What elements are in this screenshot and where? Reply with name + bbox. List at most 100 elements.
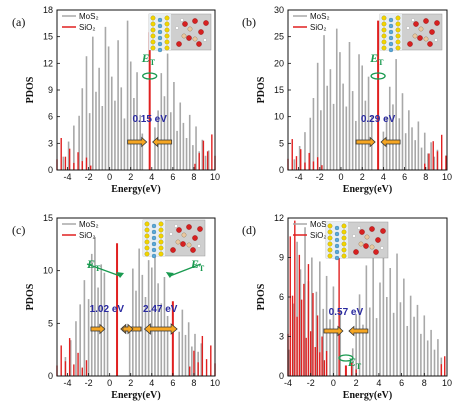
molybdenum-atom [388,29,394,35]
structure-inset [325,221,389,261]
y-tick-label: 9 [279,253,284,263]
sulfur-atom [158,221,164,227]
y-tick-label: 0 [279,371,284,381]
sulfur-atom [158,251,164,257]
molybdenum-atom [151,241,157,247]
oxygen-atom [176,227,182,233]
panel-c: (c) -4 -2 0 2 4 6 8 10 0 5 10 15 Energy(eV) PDOS MoS₂ Si… [12,213,220,401]
oxygen-atom [413,21,419,27]
x-tick-label: 0 [338,172,343,182]
hydrogen-atom [411,18,415,22]
silicon-atom [412,33,418,39]
sulfur-atom [341,229,347,235]
sulfur-atom [150,27,156,33]
gap-arrow-shape [323,325,344,337]
y-tick-label: 5 [48,318,53,328]
oxygen-atom [429,29,435,35]
sulfur-atom [381,45,387,51]
sulfur-atom [341,223,347,229]
trap-state-annotation: ET [338,354,362,371]
oxygen-atom [359,229,365,235]
gap-arrow-shape [90,323,106,335]
trap-energy-label: ET [190,257,205,273]
molybdenum-atom [334,249,340,255]
x-tick-label: 2 [128,172,133,182]
molybdenum-atom [388,41,394,47]
oxygen-atom [198,29,204,35]
sio2-series [56,32,216,170]
x-tick-label: 2 [354,378,359,388]
legend-entry: MoS₂ [79,12,99,21]
sulfur-atom [341,253,347,259]
x-tick-label: 4 [381,172,386,182]
mos2-series [64,236,203,376]
trap-energy-label: ET [141,51,156,67]
sulfur-atom [341,235,347,241]
x-tick-label: 6 [170,378,175,388]
x-tick-label: -4 [284,378,292,388]
silicon-atom [187,26,193,32]
gap-arrow-shape [122,323,134,335]
sulfur-atom [395,39,401,45]
gap-annotation: 0.29 eV [355,114,401,148]
x-tick-label: 4 [376,378,381,388]
hydrogen-atom [197,244,201,248]
gap-arrow-shape [380,136,401,148]
oxygen-atom [423,18,429,24]
gap-value-label: 0.57 eV [329,307,364,318]
y-tick-label: 0 [279,165,284,175]
gap-arrow-shape [152,136,173,148]
y-tick-label: 18 [43,5,53,15]
panel-label: (b) [242,15,256,29]
silicon-atom [175,239,181,245]
sulfur-atom [341,241,347,247]
panel-a: (a) -4 -2 0 2 4 6 8 10 0 3 6 9 12 15 18 Energy(eV) PDOS Mo… [12,5,220,195]
gap-double-arrow [143,323,178,335]
legend-entry: SiO₂ [79,231,95,240]
gap-arrow-pair [355,136,401,148]
legend: MoS₂ SiO₂ [62,12,99,32]
legend-entry: MoS₂ [79,220,99,229]
molybdenum-atom [334,231,340,237]
y-axis-label: PDOS [25,76,36,103]
x-tick-label: -2 [307,378,315,388]
y-tick-label: 25 [274,32,284,42]
panel-label: (c) [12,223,25,237]
trap-state-annotation: ET [86,257,125,278]
gap-value-label: 1.02 eV [90,304,125,315]
x-axis-label: Energy(eV) [111,390,160,401]
legend-entry: MoS₂ [310,220,330,229]
sulfur-atom [158,227,164,233]
sulfur-atom [164,27,170,33]
molybdenum-atom [157,17,163,23]
y-tick-label: 9 [48,85,53,95]
x-tick-label: -2 [85,172,93,182]
x-tick-label: -2 [85,378,93,388]
x-tick-label: -4 [295,172,303,182]
oxygen-atom [196,41,202,47]
sulfur-atom [395,15,401,21]
oxygen-atom [186,35,192,41]
structure-inset [142,219,206,259]
sulfur-atom [327,241,333,247]
sulfur-atom [381,33,387,39]
hydrogen-atom [174,224,178,228]
y-tick-label: 3 [279,332,284,342]
panel-label: (d) [242,223,256,237]
structure-inset [379,13,443,53]
x-tick-label: 6 [170,172,175,182]
x-tick-label: 4 [149,378,154,388]
sio2-series [287,20,447,170]
hydrogen-atom [169,232,173,236]
molybdenum-atom [388,35,394,41]
oxygen-atom [407,41,413,47]
x-tick-label: 10 [442,378,452,388]
plot-frame [56,217,216,377]
molybdenum-atom [151,223,157,229]
x-tick-label: 4 [149,172,154,182]
sulfur-atom [327,247,333,253]
mos2-series [288,227,443,376]
legend-entry: SiO₂ [310,23,326,32]
y-tick-label: 12 [43,58,53,68]
